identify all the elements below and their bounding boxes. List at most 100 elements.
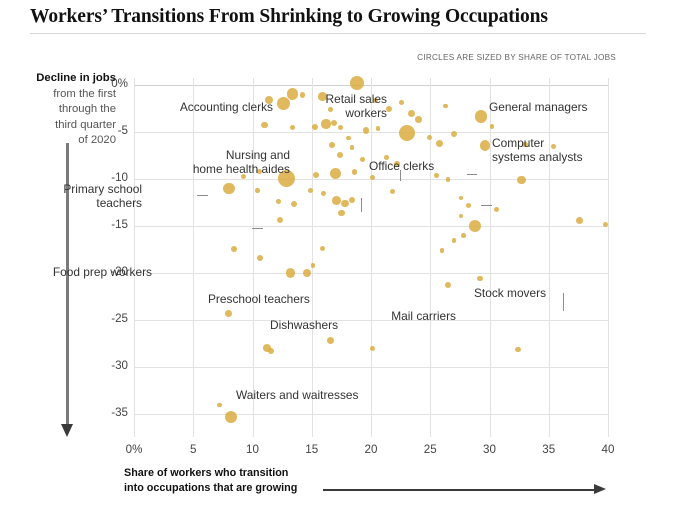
data-point[interactable]	[308, 187, 314, 193]
data-point[interactable]	[319, 245, 325, 252]
data-point-labeled[interactable]	[398, 125, 415, 142]
data-point[interactable]	[461, 233, 466, 238]
data-point[interactable]	[254, 188, 260, 193]
data-point-labeled[interactable]	[285, 268, 295, 278]
data-point[interactable]	[450, 131, 457, 138]
data-point[interactable]	[318, 92, 327, 102]
data-point[interactable]	[321, 190, 327, 196]
data-point[interactable]	[360, 157, 366, 162]
data-point-labeled[interactable]	[469, 220, 482, 233]
data-point[interactable]	[465, 202, 471, 208]
data-point[interactable]	[439, 248, 445, 253]
data-point[interactable]	[494, 206, 500, 212]
data-point[interactable]	[290, 124, 296, 131]
data-point[interactable]	[240, 173, 246, 179]
data-point[interactable]	[375, 126, 381, 131]
data-point[interactable]	[337, 125, 343, 131]
data-point[interactable]	[385, 105, 392, 112]
data-point[interactable]	[341, 200, 349, 208]
x-axis-tick-label: 35	[542, 443, 556, 456]
gridline-vertical	[608, 78, 609, 437]
data-point[interactable]	[399, 99, 405, 105]
data-point[interactable]	[351, 168, 358, 175]
data-point[interactable]	[458, 213, 464, 218]
data-point-labeled[interactable]	[223, 182, 235, 195]
data-point[interactable]	[477, 275, 483, 282]
data-point[interactable]	[302, 268, 312, 278]
data-point-labeled[interactable]	[327, 337, 335, 344]
data-point[interactable]	[369, 174, 375, 180]
annotation-leader-line	[467, 174, 477, 176]
data-point[interactable]	[287, 88, 299, 100]
data-point[interactable]	[338, 209, 345, 217]
data-point[interactable]	[290, 200, 297, 207]
data-point[interactable]	[389, 188, 395, 194]
data-point[interactable]	[256, 254, 263, 261]
data-point[interactable]	[433, 172, 439, 179]
data-point[interactable]	[394, 161, 400, 168]
data-point[interactable]	[328, 141, 335, 148]
data-point[interactable]	[458, 195, 464, 201]
annotation-line: Stock movers	[474, 286, 547, 300]
data-point[interactable]	[436, 140, 444, 148]
data-point[interactable]	[515, 347, 521, 353]
data-point[interactable]	[349, 145, 355, 150]
data-point[interactable]	[369, 346, 375, 352]
data-point-labeled[interactable]	[349, 75, 364, 90]
data-point[interactable]	[363, 127, 370, 134]
data-point-labeled[interactable]	[475, 110, 488, 123]
data-point[interactable]	[407, 110, 415, 118]
data-point-labeled[interactable]	[576, 217, 583, 224]
data-point-labeled[interactable]	[479, 140, 490, 151]
data-point-labeled[interactable]	[225, 309, 233, 317]
data-point[interactable]	[332, 196, 342, 206]
data-point[interactable]	[321, 119, 331, 129]
data-point[interactable]	[443, 103, 448, 109]
data-point[interactable]	[349, 196, 356, 203]
data-point[interactable]	[262, 343, 271, 352]
x-axis-tick-label: 10	[246, 443, 259, 456]
data-point[interactable]	[276, 216, 283, 223]
data-point[interactable]	[550, 143, 557, 149]
data-point[interactable]	[268, 347, 275, 354]
data-point[interactable]	[346, 135, 351, 141]
y-axis-tick-label: 0%	[111, 77, 128, 91]
data-point[interactable]	[337, 151, 344, 158]
data-point[interactable]	[313, 172, 320, 179]
data-point[interactable]	[230, 245, 237, 252]
data-point[interactable]	[517, 175, 526, 185]
data-point[interactable]	[329, 167, 342, 180]
data-point[interactable]	[373, 97, 379, 104]
data-point[interactable]	[522, 141, 528, 148]
data-point[interactable]	[299, 92, 305, 98]
data-point-labeled[interactable]	[278, 169, 296, 187]
data-point[interactable]	[489, 124, 495, 130]
data-point[interactable]	[451, 237, 457, 243]
data-point[interactable]	[310, 263, 316, 268]
data-point[interactable]	[265, 95, 274, 104]
data-point[interactable]	[384, 155, 389, 161]
data-point[interactable]	[415, 115, 422, 123]
data-point[interactable]	[603, 221, 609, 227]
data-point-labeled[interactable]	[225, 411, 238, 424]
data-point-labeled[interactable]	[276, 96, 290, 110]
data-point[interactable]	[312, 123, 319, 130]
plot-area: 0% -5 -10 -15 -20 -25 -30 -35 0% 5 10 15 20 25 30 35 40 A…	[53, 75, 614, 456]
data-point[interactable]	[257, 169, 263, 175]
y-axis-arrow-line	[66, 143, 69, 431]
point-annotation-label: Preschool teachers	[208, 292, 310, 306]
x-axis-tick-label: 20	[364, 443, 378, 456]
data-point[interactable]	[445, 282, 452, 289]
data-point[interactable]	[261, 121, 268, 129]
annotation-leader-line	[563, 293, 565, 311]
data-point[interactable]	[445, 176, 451, 182]
y-axis-caption-line: from the first	[53, 87, 116, 100]
point-annotation-label: Accounting clerks	[180, 100, 273, 114]
point-annotation-label: Waiters and waitresses	[236, 388, 358, 402]
gridline-vertical	[548, 78, 550, 437]
data-point[interactable]	[331, 119, 338, 127]
data-point[interactable]	[217, 402, 222, 408]
data-point[interactable]	[426, 135, 432, 141]
data-point[interactable]	[276, 199, 281, 205]
data-point[interactable]	[328, 107, 334, 113]
